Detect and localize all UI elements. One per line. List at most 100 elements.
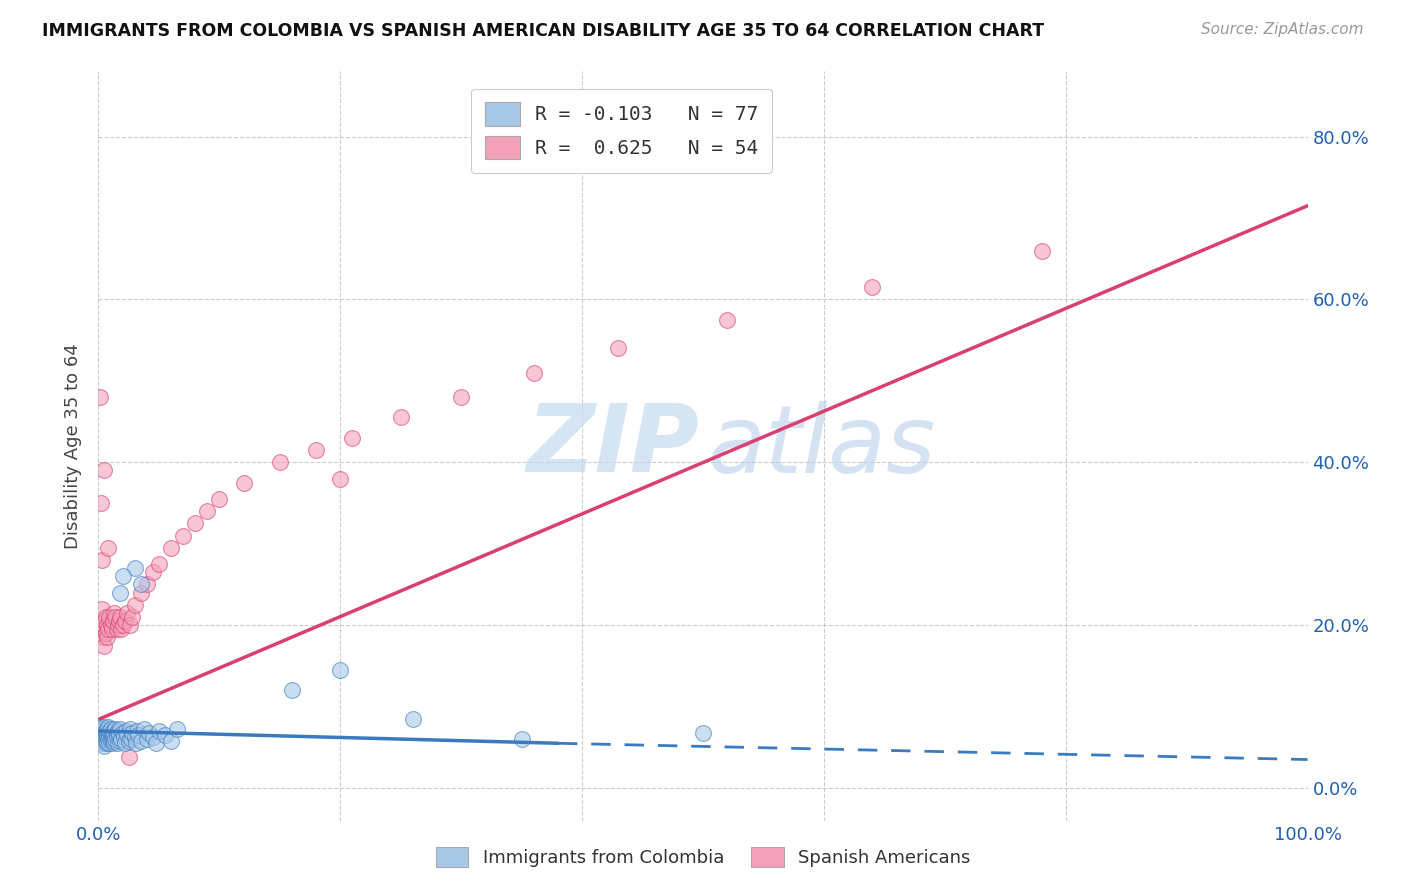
- Text: ZIP: ZIP: [526, 400, 699, 492]
- Point: [100, 618, 122, 632]
- Point: [98, 730, 121, 744]
- Point: [90, 732, 112, 747]
- Point: [153, 728, 176, 742]
- Point: [107, 736, 129, 750]
- Text: Source: ZipAtlas.com: Source: ZipAtlas.com: [1201, 22, 1364, 37]
- Point: [208, 491, 231, 506]
- Point: [860, 280, 883, 294]
- Legend: R = -0.103   N = 77, R =  0.625   N = 54: R = -0.103 N = 77, R = 0.625 N = 54: [471, 88, 772, 173]
- Text: IMMIGRANTS FROM COLOMBIA VS SPANISH AMERICAN DISABILITY AGE 35 TO 64 CORRELATION: IMMIGRANTS FROM COLOMBIA VS SPANISH AMER…: [42, 22, 1045, 40]
- Point: [112, 730, 135, 744]
- Point: [402, 712, 425, 726]
- Point: [101, 724, 124, 739]
- Point: [91, 736, 114, 750]
- Point: [91, 728, 114, 742]
- Point: [111, 569, 134, 583]
- Point: [100, 725, 122, 739]
- Point: [114, 736, 136, 750]
- Point: [118, 723, 141, 737]
- Point: [607, 341, 630, 355]
- Point: [108, 723, 131, 737]
- Y-axis label: Disability Age 35 to 64: Disability Age 35 to 64: [65, 343, 83, 549]
- Point: [510, 732, 533, 747]
- Point: [184, 516, 207, 531]
- Point: [91, 602, 114, 616]
- Point: [108, 585, 131, 599]
- Point: [166, 723, 188, 737]
- Point: [160, 734, 183, 748]
- Point: [305, 443, 328, 458]
- Point: [91, 553, 114, 567]
- Point: [111, 725, 134, 739]
- Point: [120, 732, 142, 747]
- Point: [716, 312, 738, 326]
- Point: [523, 366, 546, 380]
- Point: [118, 618, 141, 632]
- Point: [94, 724, 117, 739]
- Point: [104, 610, 127, 624]
- Point: [103, 728, 125, 742]
- Point: [160, 541, 183, 555]
- Point: [101, 736, 124, 750]
- Text: atlas: atlas: [707, 401, 935, 491]
- Point: [389, 410, 412, 425]
- Point: [100, 622, 122, 636]
- Point: [124, 730, 146, 744]
- Point: [114, 614, 136, 628]
- Point: [138, 725, 160, 739]
- Point: [118, 750, 141, 764]
- Point: [195, 504, 218, 518]
- Point: [101, 614, 124, 628]
- Point: [94, 626, 117, 640]
- Point: [125, 736, 148, 750]
- Point: [110, 622, 132, 636]
- Point: [692, 725, 714, 739]
- Point: [96, 723, 118, 737]
- Point: [111, 618, 134, 632]
- Point: [172, 528, 194, 542]
- Point: [100, 732, 122, 747]
- Point: [93, 725, 115, 739]
- Point: [124, 598, 146, 612]
- Point: [135, 577, 157, 591]
- Point: [93, 463, 115, 477]
- Point: [124, 561, 146, 575]
- Point: [115, 724, 138, 739]
- Point: [94, 610, 117, 624]
- Point: [101, 730, 124, 744]
- Point: [108, 614, 131, 628]
- Point: [121, 725, 143, 739]
- Point: [142, 566, 165, 580]
- Point: [93, 720, 115, 734]
- Point: [97, 725, 120, 739]
- Point: [91, 631, 114, 645]
- Point: [107, 618, 129, 632]
- Point: [91, 724, 114, 739]
- Point: [134, 723, 156, 737]
- Point: [127, 728, 149, 742]
- Point: [1031, 244, 1053, 258]
- Point: [93, 639, 115, 653]
- Point: [97, 622, 120, 636]
- Point: [329, 472, 352, 486]
- Point: [93, 739, 115, 753]
- Point: [117, 606, 139, 620]
- Point: [96, 618, 118, 632]
- Point: [121, 610, 143, 624]
- Point: [450, 390, 472, 404]
- Point: [329, 663, 352, 677]
- Point: [90, 720, 112, 734]
- Point: [94, 734, 117, 748]
- Point: [232, 475, 254, 490]
- Point: [91, 734, 114, 748]
- Point: [93, 732, 115, 747]
- Point: [90, 496, 112, 510]
- Point: [98, 724, 121, 739]
- Point: [100, 723, 122, 737]
- Legend: Immigrants from Colombia, Spanish Americans: Immigrants from Colombia, Spanish Americ…: [429, 839, 977, 874]
- Point: [91, 730, 114, 744]
- Point: [117, 728, 139, 742]
- Point: [96, 730, 118, 744]
- Point: [98, 610, 121, 624]
- Point: [91, 622, 114, 636]
